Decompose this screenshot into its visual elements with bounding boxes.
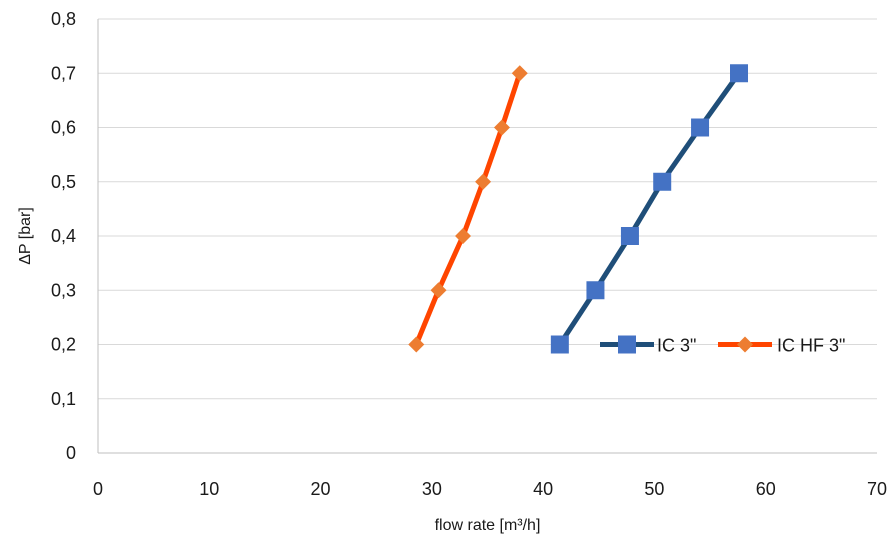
x-tick-label-3: 30 [422,479,442,499]
y-tick-label-0: 0 [66,443,76,463]
x-tick-label-5: 50 [644,479,664,499]
axes [97,19,877,454]
legend-marker-1 [737,336,753,353]
legend-label-0: IC 3" [657,336,696,356]
series-1-point-0 [408,336,425,353]
series-1-point-4 [493,119,510,136]
series-0-point-0 [550,335,569,354]
x-tick-label-2: 20 [311,479,331,499]
legend: IC 3" IC HF 3" [600,335,845,356]
series-0 [550,64,749,354]
x-tick-label-1: 10 [199,479,219,499]
x-tick-label-6: 60 [756,479,776,499]
y-tick-label-3: 0,3 [51,280,76,300]
series-1-point-3 [475,173,492,190]
series-1-point-1 [430,282,447,299]
series-0-point-5 [730,64,749,83]
legend-entry-1: IC HF 3" [718,336,845,356]
series-1 [408,65,528,353]
legend-entry-0: IC 3" [600,335,696,356]
series-0-point-4 [691,118,710,137]
legend-marker-0 [618,335,636,354]
x-tick-label-4: 40 [533,479,553,499]
y-tick-label-1: 0,1 [51,389,76,409]
series-0-point-3 [653,172,672,191]
y-tick-label-8: 0,8 [51,9,76,29]
tick-labels: 0 0,1 0,2 0,3 0,4 0,5 0,6 0,7 0,8 0 10 20 30 40 50 60 70 [51,9,887,499]
series-line-0 [557,71,742,346]
series-1-point-5 [511,65,528,82]
y-tick-label-6: 0,6 [51,118,76,138]
x-tick-label-0: 0 [93,479,103,499]
y-tick-label-4: 0,4 [51,226,76,246]
series-line-1 [413,72,523,346]
series-1-point-2 [455,228,472,244]
y-axis-title: ΔP [bar] [17,207,34,265]
legend-label-1: IC HF 3" [777,336,845,356]
series-group [408,64,749,354]
x-tick-label-7: 70 [867,479,887,499]
y-tick-label-5: 0,5 [51,172,76,192]
y-tick-label-2: 0,2 [51,335,76,355]
y-tick-label-7: 0,7 [51,63,76,83]
series-0-point-1 [586,281,605,300]
x-axis-title: flow rate [m³/h] [435,517,541,534]
gridlines [98,18,877,400]
series-0-point-2 [620,227,639,245]
